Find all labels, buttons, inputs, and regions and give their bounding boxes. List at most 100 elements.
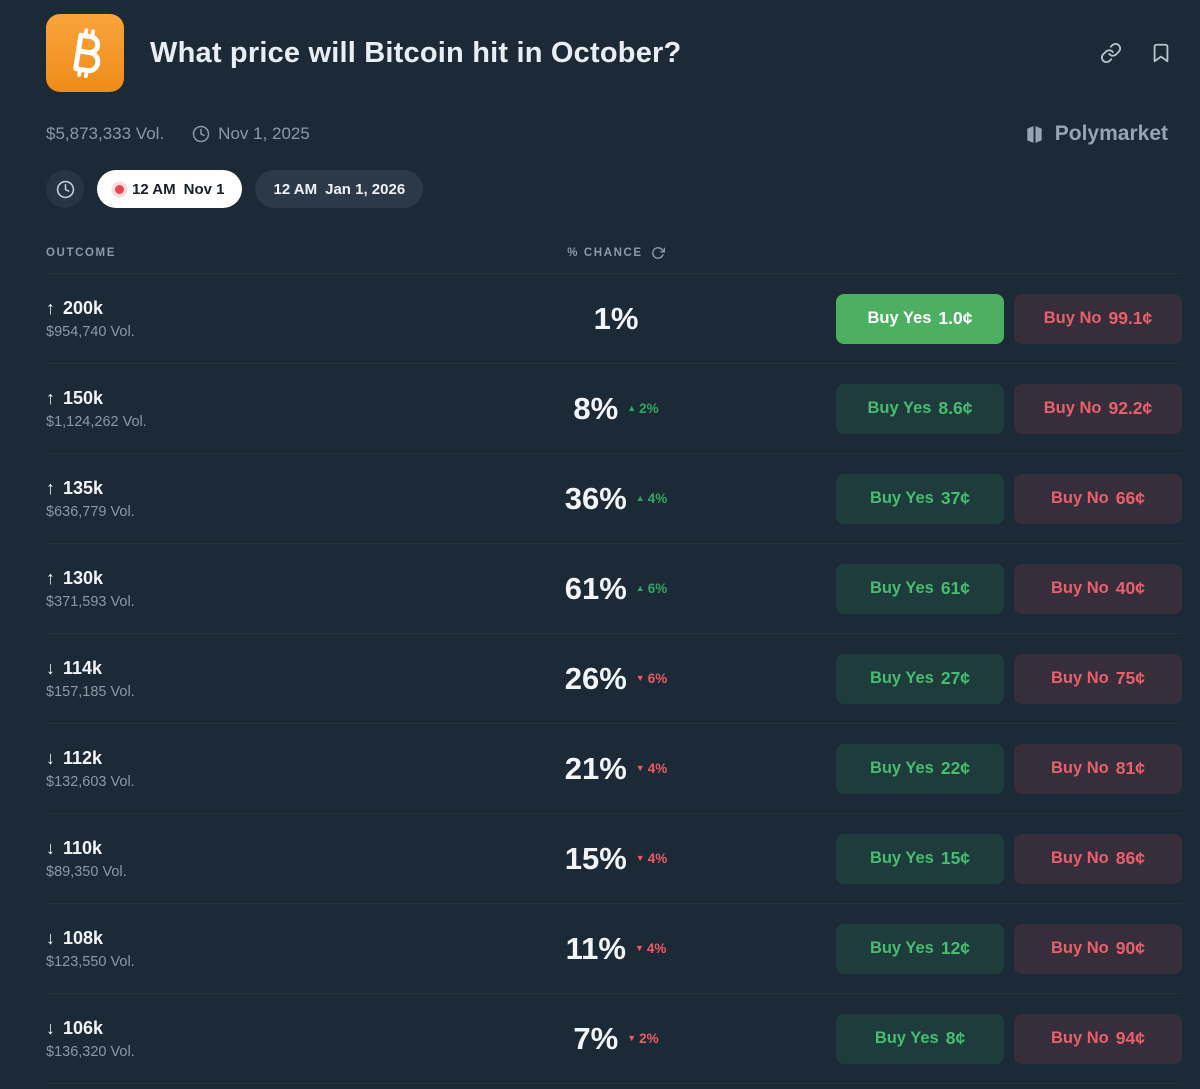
table-row[interactable]: ↑ 130k $371,593 Vol. 61% ▲ 6% Buy Yes 61 [46, 544, 1182, 634]
timeline-button[interactable] [46, 170, 84, 208]
outcome-cell: ↑ 150k $1,124,262 Vol. [46, 388, 466, 430]
buy-no-price: 40¢ [1115, 578, 1145, 598]
trade-buttons: Buy Yes 37¢ Buy No 66¢ [836, 473, 1182, 524]
total-volume: $5,873,333 Vol. [46, 124, 165, 143]
table-row[interactable]: ↓ 112k $132,603 Vol. 21% ▼ 4% Buy Yes 22 [46, 724, 1182, 814]
outcome-line: ↑ 200k [46, 298, 466, 319]
pill-date: Jan 1, 2026 [325, 180, 406, 198]
buy-yes-price: 8¢ [945, 1028, 966, 1048]
direction-arrow-icon: ↓ [46, 747, 55, 768]
buy-yes-button[interactable]: Buy Yes 61¢ [836, 563, 1004, 614]
change-badge: ▲ 6% [636, 581, 667, 596]
table-row[interactable]: ↓ 106k $136,320 Vol. 7% ▼ 2% Buy Yes 8¢ [46, 994, 1182, 1084]
change-arrow-icon: ▼ [635, 673, 645, 683]
trade-buttons: Buy Yes 12¢ Buy No 90¢ [836, 923, 1182, 974]
buy-no-button[interactable]: Buy No 66¢ [1014, 473, 1182, 524]
polymarket-logo-text: Polymarket [1054, 122, 1168, 145]
outcome-price: 106k [63, 1017, 104, 1038]
buy-no-price: 66¢ [1115, 488, 1145, 508]
outcome-line: ↑ 130k [46, 568, 466, 589]
pill-time: 12 AM [273, 180, 318, 198]
buy-no-button[interactable]: Buy No 81¢ [1014, 743, 1182, 794]
time-pill-jan-1-2026[interactable]: 12 AM Jan 1, 2026 [255, 170, 424, 208]
time-pill-nov-1[interactable]: 12 AM Nov 1 [97, 170, 243, 208]
buy-yes-label: Buy Yes [874, 1029, 939, 1047]
polymarket-logo[interactable]: Polymarket [1023, 122, 1168, 146]
copy-link-icon[interactable] [1100, 42, 1122, 64]
buy-yes-button[interactable]: Buy Yes 1.0¢ [836, 293, 1004, 344]
buy-yes-button[interactable]: Buy Yes 37¢ [836, 473, 1004, 524]
outcome-line: ↓ 108k [46, 928, 466, 949]
buy-yes-price: 37¢ [940, 488, 971, 508]
change-arrow-icon: ▼ [635, 763, 645, 773]
table-row[interactable]: ↑ 135k $636,779 Vol. 36% ▲ 4% Buy Yes 37 [46, 454, 1182, 544]
change-badge: ▼ 6% [636, 671, 667, 686]
change-arrow-icon: ▼ [635, 853, 645, 863]
outcome-volume: $157,185 Vol. [46, 683, 135, 700]
chance-value: 11% [565, 930, 626, 966]
outcome-line: ↓ 106k [46, 1018, 466, 1039]
table-row[interactable]: ↓ 110k $89,350 Vol. 15% ▼ 4% Buy Yes 15¢ [46, 814, 1182, 904]
buy-no-button[interactable]: Buy No 90¢ [1014, 923, 1182, 974]
table-row[interactable]: ↑ 200k $954,740 Vol. 1% Buy Yes 1.0¢ [46, 274, 1182, 364]
change-value: 6% [647, 671, 668, 686]
clock-icon [192, 125, 210, 143]
buy-no-button[interactable]: Buy No 94¢ [1014, 1013, 1182, 1064]
change-value: 4% [647, 491, 668, 506]
buy-no-button[interactable]: Buy No 86¢ [1014, 833, 1182, 884]
buy-yes-button[interactable]: Buy Yes 15¢ [836, 833, 1004, 884]
chance-cell: 26% ▼ 6% [466, 661, 766, 697]
outcome-volume: $1,124,262 Vol. [46, 413, 147, 430]
buy-yes-label: Buy Yes [869, 939, 934, 957]
buy-no-button[interactable]: Buy No 75¢ [1014, 653, 1182, 704]
outcome-line: ↑ 135k [46, 478, 466, 499]
chance-value: 21% [564, 750, 627, 786]
trade-buttons: Buy Yes 27¢ Buy No 75¢ [836, 653, 1182, 704]
table-row[interactable]: ↑ 150k $1,124,262 Vol. 8% ▲ 2% Buy Yes 8 [46, 364, 1182, 454]
outcome-volume: $371,593 Vol. [46, 593, 135, 610]
outcome-line: ↑ 150k [46, 388, 466, 409]
buy-yes-button[interactable]: Buy Yes 8¢ [836, 1013, 1004, 1064]
change-arrow-icon: ▲ [635, 583, 645, 593]
buy-no-button[interactable]: Buy No 99.1¢ [1014, 293, 1182, 344]
outcome-cell: ↑ 130k $371,593 Vol. [46, 568, 466, 610]
table-row[interactable]: ↓ 114k $157,185 Vol. 26% ▼ 6% Buy Yes 27 [46, 634, 1182, 724]
page-title: What price will Bitcoin hit in October? [150, 36, 682, 69]
buy-yes-button[interactable]: Buy Yes 22¢ [836, 743, 1004, 794]
chance-value: 61% [564, 570, 627, 606]
buy-yes-button[interactable]: Buy Yes 12¢ [836, 923, 1004, 974]
chance-column-header: % CHANCE [466, 246, 766, 260]
pill-date: Nov 1 [183, 180, 225, 198]
change-value: 4% [646, 941, 667, 956]
table-row[interactable]: ↓ 108k $123,550 Vol. 11% ▼ 4% Buy Yes 12 [46, 904, 1182, 994]
buy-no-button[interactable]: Buy No 40¢ [1014, 563, 1182, 614]
trade-buttons: Buy Yes 22¢ Buy No 81¢ [836, 743, 1182, 794]
direction-arrow-icon: ↑ [46, 297, 55, 318]
outcome-price: 110k [63, 837, 103, 858]
outcome-cell: ↑ 135k $636,779 Vol. [46, 478, 466, 520]
polymarket-logo-icon [1027, 125, 1042, 143]
trade-buttons: Buy Yes 61¢ Buy No 40¢ [836, 563, 1182, 614]
outcome-price: 108k [63, 927, 104, 948]
buy-yes-price: 22¢ [940, 758, 971, 778]
buy-yes-price: 15¢ [940, 848, 971, 868]
change-badge: ▲ 2% [627, 401, 658, 416]
buy-no-button[interactable]: Buy No 92.2¢ [1014, 383, 1182, 434]
change-value: 6% [647, 581, 668, 596]
buy-yes-button[interactable]: Buy Yes 27¢ [836, 653, 1004, 704]
refresh-icon[interactable] [651, 246, 665, 260]
live-dot-icon [115, 184, 124, 194]
outcome-volume: $132,603 Vol. [46, 773, 135, 790]
outcome-line: ↓ 112k [46, 748, 466, 769]
change-arrow-icon: ▼ [627, 1033, 637, 1043]
outcome-cell: ↑ 200k $954,740 Vol. [46, 298, 466, 340]
outcome-volume: $136,320 Vol. [46, 1043, 135, 1060]
buy-no-price: 81¢ [1115, 758, 1145, 778]
buy-no-label: Buy No [1043, 399, 1102, 417]
chance-cell: 7% ▼ 2% [466, 1021, 766, 1057]
outcome-price: 112k [63, 747, 103, 768]
bookmark-icon[interactable] [1150, 42, 1172, 64]
change-badge: ▼ 4% [635, 941, 666, 956]
buy-yes-button[interactable]: Buy Yes 8.6¢ [836, 383, 1004, 434]
